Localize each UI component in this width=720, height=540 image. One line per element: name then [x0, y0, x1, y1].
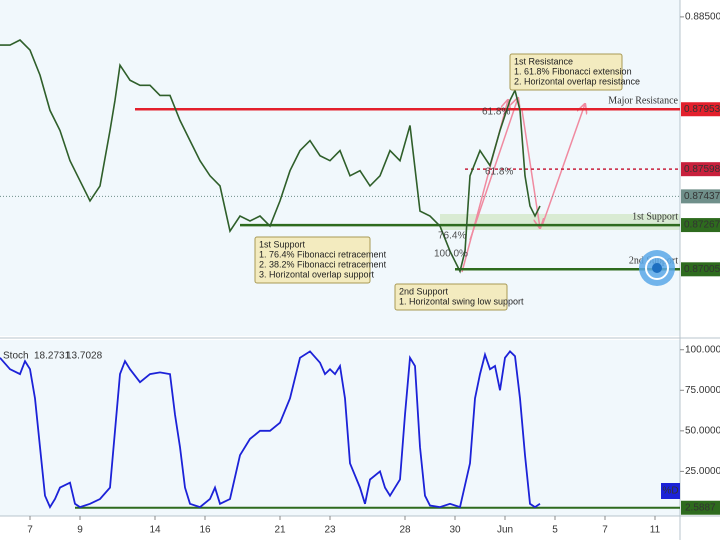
- annotation-box: [254, 236, 371, 284]
- x-tick-label: 11: [650, 525, 661, 536]
- icon-core: [652, 263, 662, 273]
- x-tick-label: 30: [449, 525, 461, 536]
- series-label-box: [661, 483, 680, 499]
- annotation-line: 2. Horizontal overlap resistance: [514, 76, 640, 86]
- x-tick-label: 7: [27, 525, 33, 536]
- fib-label: 61.8%: [485, 167, 513, 178]
- annotation-line: 1. 76.4% Fibonacci retracement: [259, 249, 387, 259]
- annotation-line: 1st Resistance: [514, 56, 573, 66]
- series-label: %D: [662, 486, 678, 497]
- x-tick-label: 21: [274, 525, 286, 536]
- price-tag-label: 0.87437: [684, 191, 720, 202]
- level-tag: [681, 500, 720, 515]
- price-tag: [681, 262, 720, 277]
- y-tick-label: 0.88500: [685, 12, 720, 23]
- arrow: [541, 104, 585, 227]
- price-tag: [681, 218, 720, 233]
- price-line: [0, 350, 541, 510]
- y-tick-label: 25.0000: [685, 466, 720, 477]
- x-tick-label: 9: [77, 525, 83, 536]
- x-tick-label: 5: [552, 525, 558, 536]
- indicator-title: Stoch: [3, 351, 29, 362]
- x-tick-label: 28: [399, 525, 411, 536]
- price-tag: [681, 162, 720, 177]
- logo-icon: [639, 250, 675, 286]
- x-tick-label: 23: [324, 525, 336, 536]
- annotation-box: [509, 53, 623, 91]
- fib-label: 61.8%: [482, 107, 510, 118]
- price-tag-label: 0.87005: [684, 264, 720, 275]
- price-pane: [0, 0, 680, 336]
- annotation-line: 1. 61.8% Fibonacci extension: [514, 66, 632, 76]
- fib-label: 76.4%: [438, 231, 466, 242]
- level-label: Major Resistance: [608, 96, 678, 107]
- icon-ring: [645, 256, 669, 280]
- annotation-line: 1st Support: [259, 239, 306, 249]
- price-tag: [681, 102, 720, 117]
- y-tick-label: 100.0000: [685, 344, 720, 355]
- y-tick-label: 50.0000: [685, 425, 720, 436]
- level-label: 1st Support: [632, 211, 678, 222]
- price-tag-label: 0.87953: [684, 104, 720, 115]
- annotation-line: 2nd Support: [399, 286, 449, 296]
- indicator-readout: 18.2731: [34, 351, 71, 362]
- annotation-line: 2. 38.2% Fibonacci retracement: [259, 259, 387, 269]
- y-tick-label: 75.0000: [685, 385, 720, 396]
- annotation-line: 3. Horizontal overlap support: [259, 269, 375, 279]
- price-tag-label: 0.87267: [684, 220, 720, 231]
- level-tag-label: 2.5887: [685, 502, 716, 513]
- x-tick-label: 16: [199, 525, 211, 536]
- arrow: [469, 98, 518, 241]
- indicator-readout: 13.7028: [66, 351, 103, 362]
- x-tick-label: 14: [149, 525, 161, 536]
- fib-label: 100.0%: [434, 249, 468, 260]
- annotation-line: 1. Horizontal swing low support: [399, 296, 524, 306]
- x-tick-label: 7: [602, 525, 608, 536]
- price-tag-label: 0.87598: [684, 164, 720, 175]
- annotation-box: [394, 283, 508, 311]
- price-tag: [681, 189, 720, 204]
- x-tick-label: Jun: [497, 525, 513, 536]
- price-line: [0, 39, 541, 274]
